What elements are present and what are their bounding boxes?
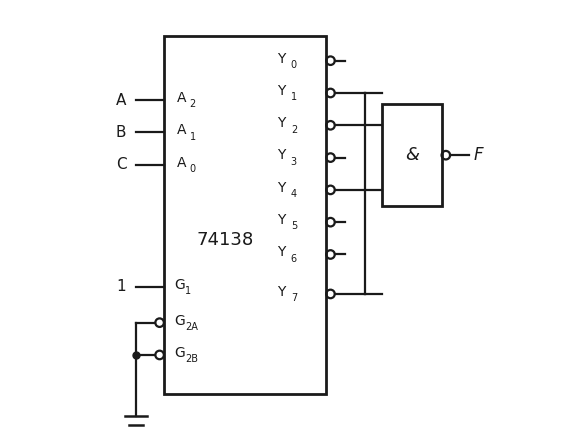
- Bar: [382, 104, 442, 206]
- Text: Y: Y: [277, 213, 285, 227]
- Text: A: A: [116, 92, 126, 108]
- Text: 4: 4: [291, 189, 297, 199]
- Text: 6: 6: [291, 254, 297, 264]
- Text: 74138: 74138: [197, 231, 254, 249]
- Text: 2A: 2A: [185, 322, 198, 332]
- Text: Y: Y: [277, 52, 285, 65]
- Text: F: F: [473, 146, 483, 164]
- Bar: [164, 36, 326, 394]
- Text: 2: 2: [189, 99, 196, 109]
- Text: C: C: [116, 157, 126, 172]
- Text: G: G: [175, 313, 185, 328]
- Text: 1: 1: [185, 286, 192, 296]
- Text: Y: Y: [277, 181, 285, 195]
- Text: A: A: [177, 156, 186, 169]
- Text: 0: 0: [291, 60, 297, 70]
- Text: 2B: 2B: [185, 354, 198, 364]
- Text: G: G: [175, 278, 185, 292]
- Text: 7: 7: [291, 293, 297, 303]
- Text: A: A: [177, 123, 186, 137]
- Text: 1: 1: [116, 279, 126, 294]
- Text: 0: 0: [189, 164, 196, 174]
- Text: Y: Y: [277, 116, 285, 130]
- Text: G: G: [175, 346, 185, 360]
- Text: Y: Y: [277, 285, 285, 299]
- Text: Y: Y: [277, 84, 285, 98]
- Text: Y: Y: [277, 246, 285, 259]
- Text: 1: 1: [291, 92, 297, 102]
- Text: &: &: [405, 146, 418, 164]
- Text: B: B: [116, 125, 126, 140]
- Text: 1: 1: [189, 132, 196, 142]
- Text: A: A: [177, 91, 186, 105]
- Text: 3: 3: [291, 157, 297, 167]
- Text: 2: 2: [291, 125, 297, 135]
- Text: Y: Y: [277, 148, 285, 163]
- Text: 5: 5: [291, 221, 297, 231]
